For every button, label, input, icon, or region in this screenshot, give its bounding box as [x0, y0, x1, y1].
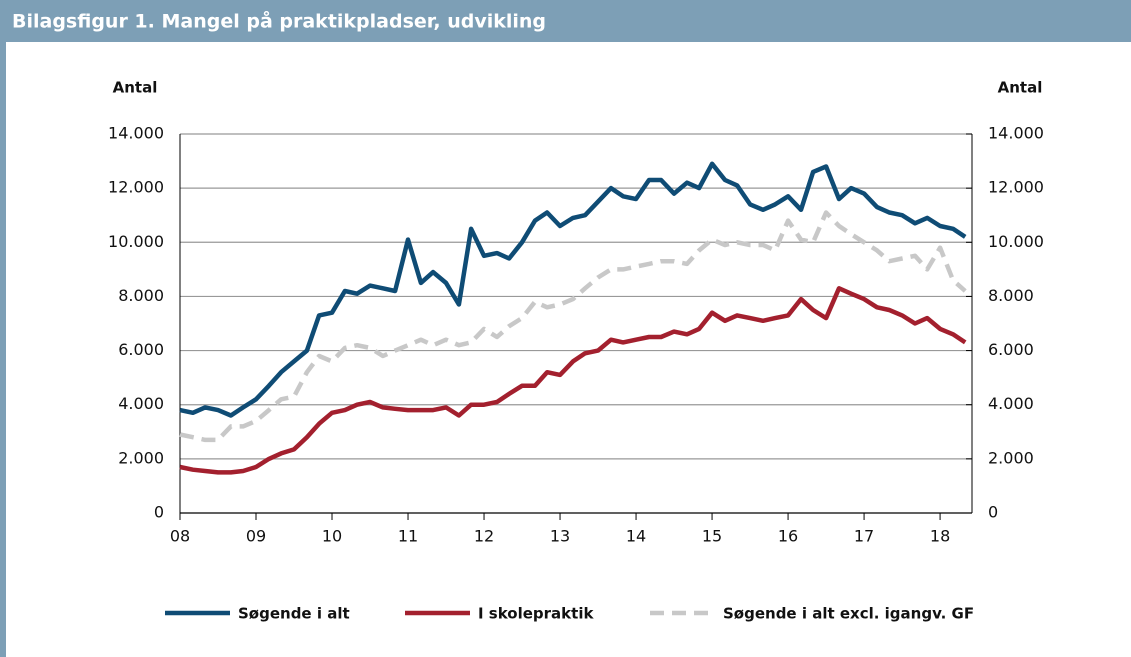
y-tick-label: 2.000	[118, 448, 164, 467]
legend-label: I skolepraktik	[478, 605, 594, 623]
legend-label: Søgende i alt excl. igangv. GF	[723, 605, 974, 623]
series-line	[179, 210, 967, 443]
y2-tick-label: 4.000	[988, 394, 1034, 413]
y-tick-label: 4.000	[118, 394, 164, 413]
y2-tick-label: 0	[988, 503, 998, 522]
x-tick-label: 12	[474, 527, 494, 546]
y2-tick-label: 12.000	[988, 178, 1044, 197]
y2-tick-label: 10.000	[988, 232, 1044, 251]
x-tick-label: 18	[930, 527, 950, 546]
x-tick-label: 11	[398, 527, 418, 546]
x-tick-label: 14	[626, 527, 646, 546]
y2-tick-label: 2.000	[988, 448, 1034, 467]
y-tick-label: 0	[154, 503, 164, 522]
header-band	[0, 0, 1131, 42]
y2-tick-label: 6.000	[988, 340, 1034, 359]
y2-tick-label: 14.000	[988, 124, 1044, 143]
x-tick-label: 09	[246, 527, 266, 546]
x-tick-label: 15	[702, 527, 722, 546]
y-tick-label: 14.000	[108, 124, 164, 143]
y2-tick-label: 8.000	[988, 286, 1034, 305]
x-tick-label: 10	[322, 527, 342, 546]
y-tick-label: 6.000	[118, 340, 164, 359]
x-tick-label: 13	[550, 527, 570, 546]
y-tick-label: 10.000	[108, 232, 164, 251]
x-tick-label: 08	[170, 527, 190, 546]
series-line	[179, 161, 967, 418]
left-border	[0, 42, 6, 657]
y2-axis-label: Antal	[998, 79, 1043, 97]
series-line	[179, 286, 967, 475]
y-tick-label: 12.000	[108, 178, 164, 197]
y-tick-label: 8.000	[118, 286, 164, 305]
legend-label: Søgende i alt	[238, 605, 350, 623]
y-axis-label: Antal	[113, 79, 158, 97]
x-tick-label: 17	[854, 527, 874, 546]
chart-title: Bilagsfigur 1. Mangel på praktikpladser,…	[12, 9, 546, 33]
x-tick-label: 16	[778, 527, 798, 546]
